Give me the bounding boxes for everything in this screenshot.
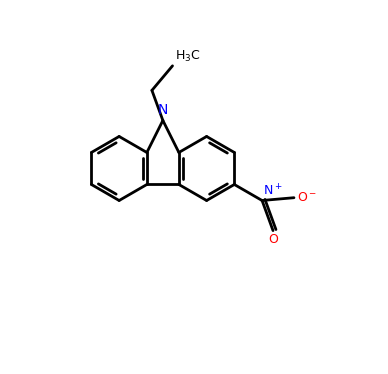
Text: O$^-$: O$^-$ [297, 191, 317, 204]
Text: N$^+$: N$^+$ [263, 183, 282, 198]
Text: N: N [158, 103, 168, 117]
Text: H$_3$C: H$_3$C [175, 49, 200, 64]
Text: O: O [268, 233, 278, 246]
